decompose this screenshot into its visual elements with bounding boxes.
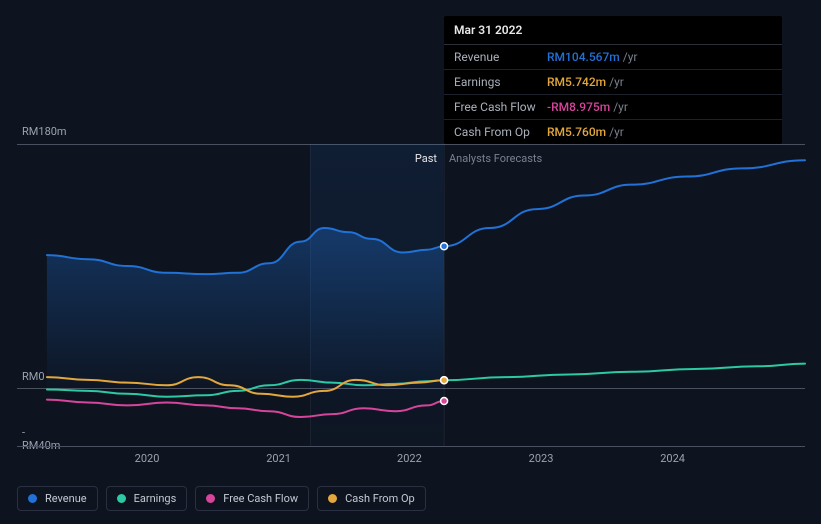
legend-item[interactable]: Revenue (17, 486, 98, 511)
x-axis-label: 2021 (266, 452, 291, 465)
x-axis-label: 2022 (397, 452, 422, 465)
x-axis-label: 2023 (529, 452, 554, 465)
legend-item[interactable]: Free Cash Flow (195, 486, 309, 511)
legend-label: Cash From Op (345, 492, 415, 505)
legend-dot-icon (328, 494, 337, 503)
x-axis-label: 2020 (135, 452, 160, 465)
plot-svg (17, 126, 805, 446)
tooltip-date: Mar 31 2022 (444, 16, 782, 45)
x-axis-label: 2024 (660, 452, 685, 465)
legend-dot-icon (117, 494, 126, 503)
legend: Revenue Earnings Free Cash Flow Cash From O… (17, 486, 426, 511)
tooltip: Mar 31 2022 RevenueRM104.567m/yrEarnings… (444, 16, 782, 144)
tooltip-row-suffix: /yr (623, 50, 638, 64)
legend-item[interactable]: Cash From Op (317, 486, 426, 511)
tooltip-row-value: RM5.742m (547, 75, 606, 89)
tooltip-row-label: Revenue (454, 50, 547, 64)
chart-area: RM180m RM0 -RM40m Past Analysts Forecast… (17, 126, 805, 446)
tooltip-row-suffix: /yr (613, 100, 628, 114)
tooltip-row-value: -RM8.975m (547, 100, 610, 114)
tooltip-row: RevenueRM104.567m/yr (444, 45, 782, 70)
legend-label: Free Cash Flow (223, 492, 298, 505)
tooltip-row: Free Cash Flow-RM8.975m/yr (444, 95, 782, 120)
bottom-line (17, 446, 805, 447)
legend-dot-icon (28, 494, 37, 503)
tooltip-row: EarningsRM5.742m/yr (444, 70, 782, 95)
tooltip-row-suffix: /yr (609, 75, 624, 89)
tooltip-row-value: RM104.567m (547, 50, 620, 64)
tooltip-row-label: Free Cash Flow (454, 100, 547, 114)
tooltip-row-label: Earnings (454, 75, 547, 89)
legend-item[interactable]: Earnings (106, 486, 188, 511)
legend-label: Revenue (45, 492, 87, 505)
legend-label: Earnings (134, 492, 177, 505)
legend-dot-icon (206, 494, 215, 503)
